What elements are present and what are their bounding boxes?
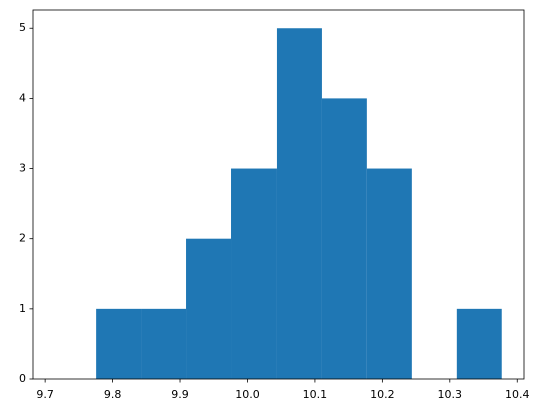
y-tick-label: 4 (19, 91, 26, 104)
x-tick-label: 10.1 (303, 388, 328, 401)
x-tick-label: 10.0 (235, 388, 260, 401)
plot-frame (32, 9, 525, 380)
bar (456, 308, 502, 379)
y-tick-label: 0 (19, 372, 26, 385)
bar (276, 28, 322, 380)
bar (141, 308, 187, 379)
bar (366, 168, 412, 379)
y-tick-label: 5 (19, 21, 26, 34)
y-tick-label: 3 (19, 162, 26, 175)
x-tick-label: 10.3 (438, 388, 463, 401)
y-tick-label: 2 (19, 232, 26, 245)
bar (321, 98, 367, 379)
bar (96, 308, 142, 379)
x-tick-label: 9.8 (104, 388, 122, 401)
x-tick-label: 10.4 (505, 388, 530, 401)
x-tick-label: 10.2 (370, 388, 395, 401)
bar (231, 168, 277, 379)
x-tick-label: 9.7 (36, 388, 54, 401)
y-tick-label: 1 (19, 302, 26, 315)
x-tick-label: 9.9 (171, 388, 189, 401)
bar (186, 238, 232, 379)
